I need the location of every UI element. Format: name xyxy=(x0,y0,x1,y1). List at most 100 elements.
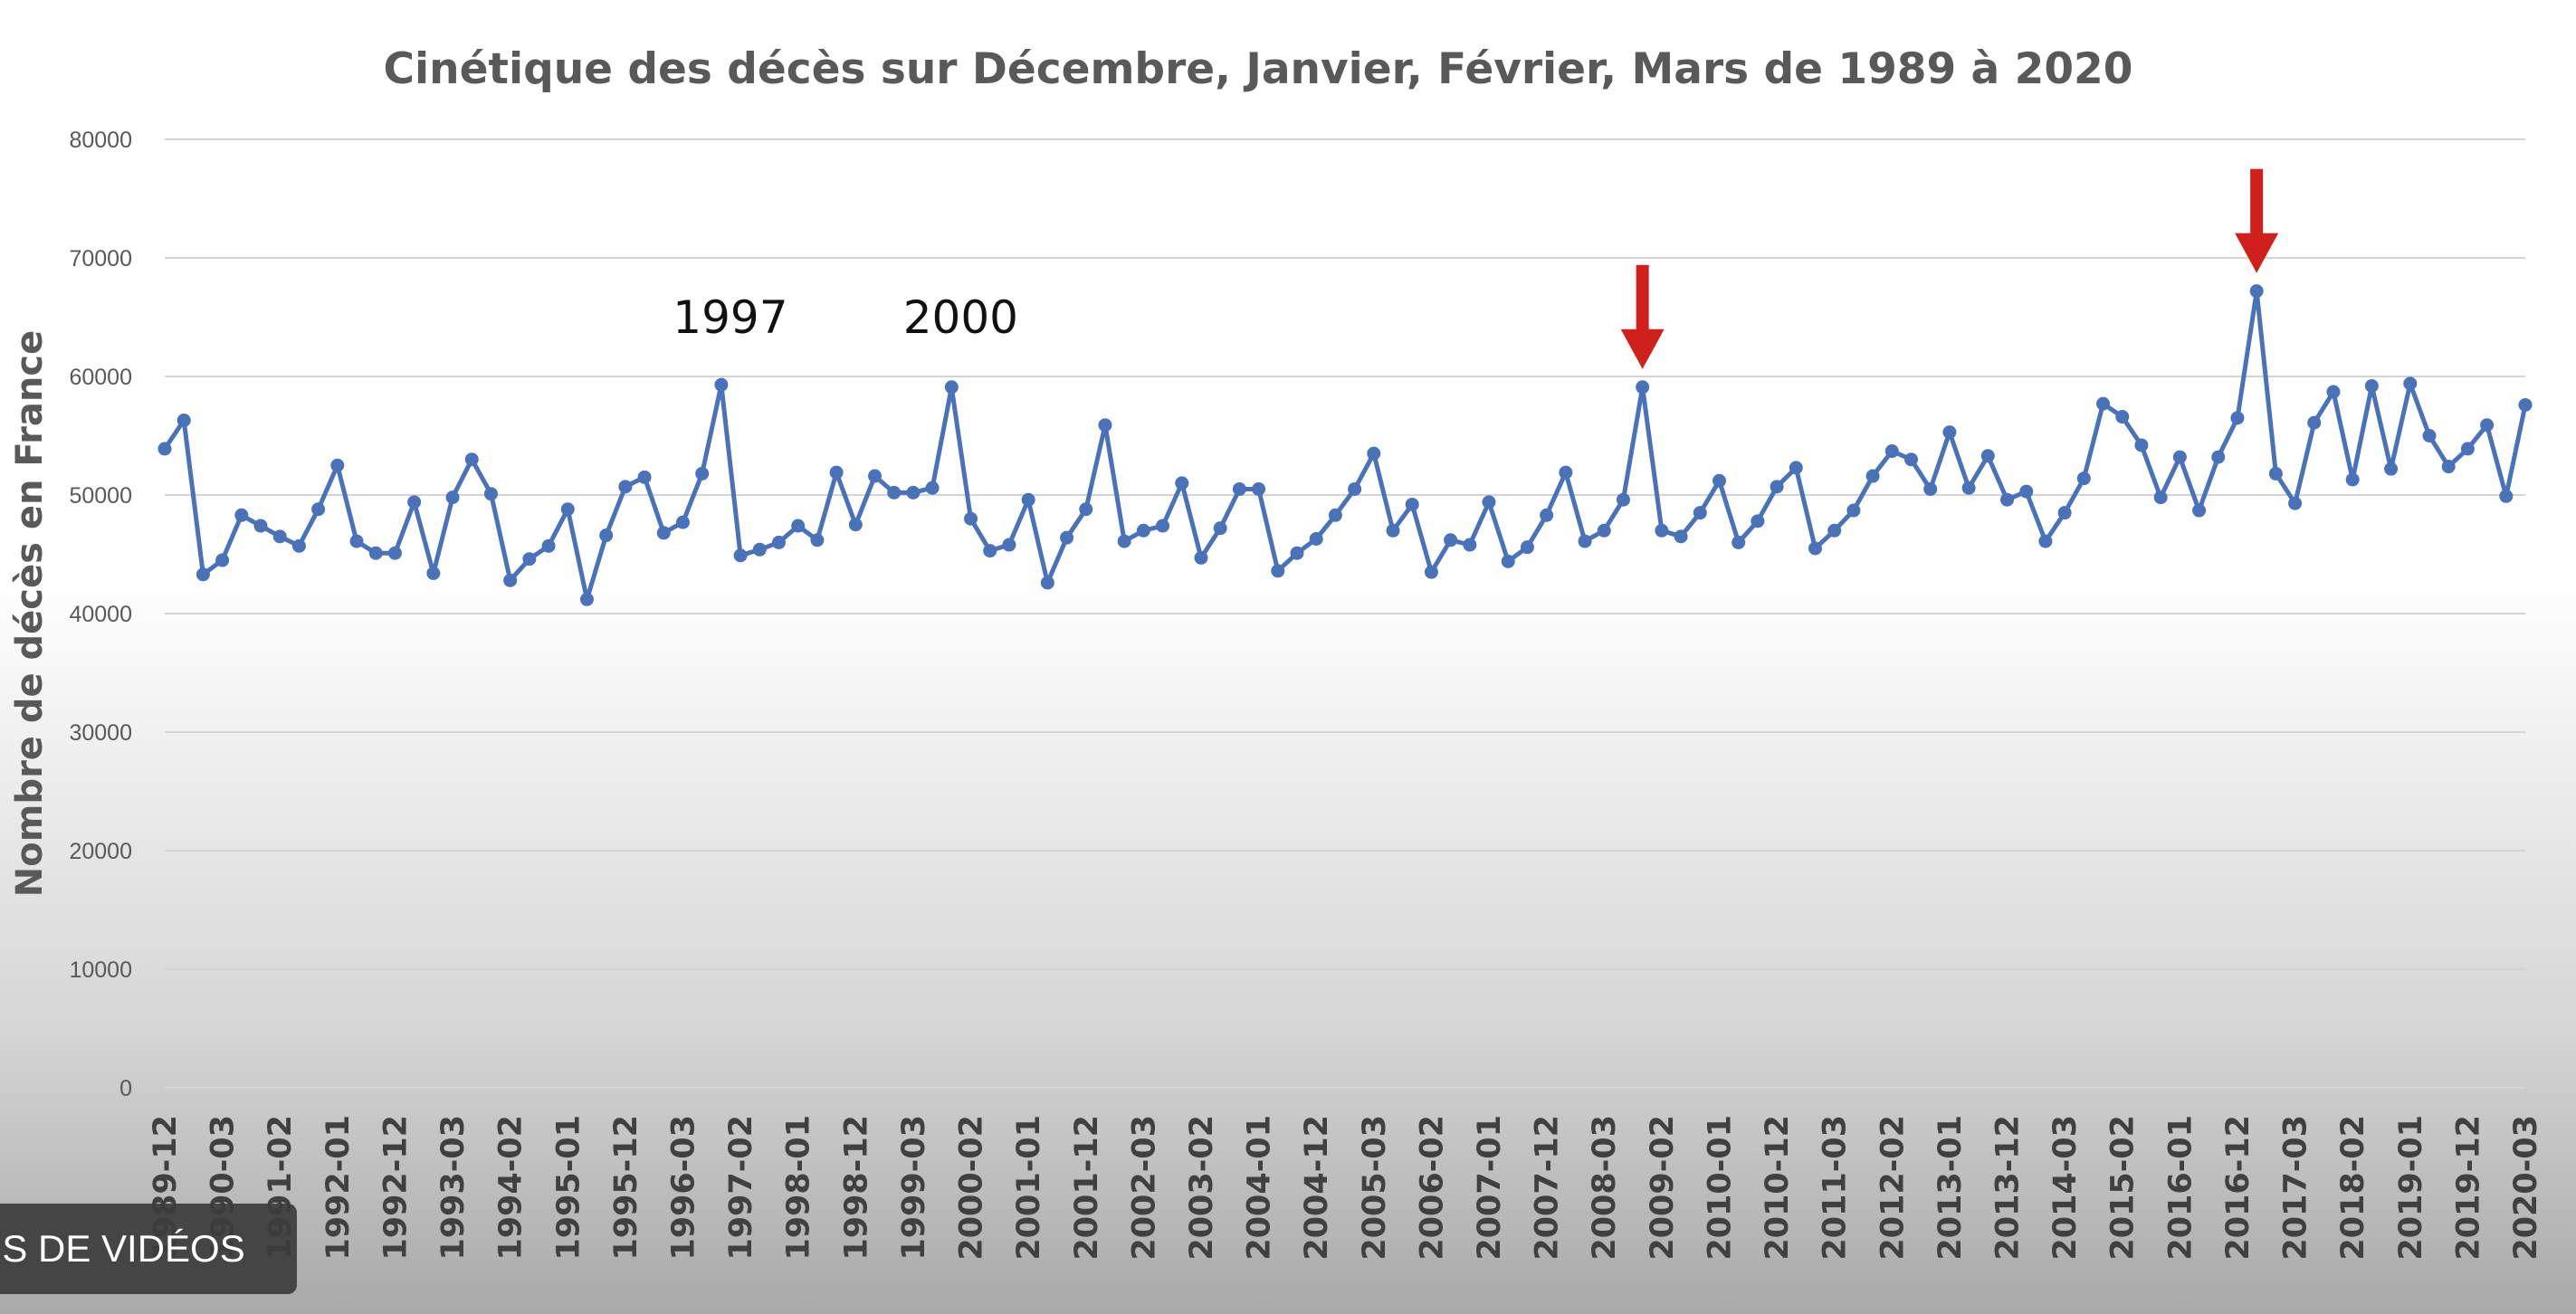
data-point-2018-02 xyxy=(2345,472,2360,487)
arrow-head xyxy=(1620,328,1665,369)
data-point-2012-03 xyxy=(1903,452,1918,467)
data-point-2016-02 xyxy=(2192,503,2207,518)
x-tick-2002-03: 2002-03 xyxy=(1126,1115,1162,1261)
data-point-2016-03 xyxy=(2211,450,2226,464)
series-deces xyxy=(157,284,2533,606)
data-point-2016-12 xyxy=(2230,411,2245,425)
data-point-1997-03 xyxy=(752,542,767,557)
data-point-2013-03 xyxy=(1980,449,1995,463)
x-tick-2018-02: 2018-02 xyxy=(2335,1115,2371,1261)
x-tick-2016-01: 2016-01 xyxy=(2162,1115,2199,1261)
x-tick-1999-03: 1999-03 xyxy=(896,1115,932,1261)
chart-title: Cinétique des décès sur Décembre, Janvie… xyxy=(384,44,2133,94)
data-point-2009-02 xyxy=(1655,523,1669,538)
data-point-1995-12 xyxy=(618,480,633,494)
data-point-2006-12 xyxy=(1463,538,1477,552)
data-point-2001-03 xyxy=(1060,530,1074,545)
y-tick-70000: 70000 xyxy=(69,246,132,271)
data-point-2006-02 xyxy=(1424,565,1438,579)
data-point-2005-12 xyxy=(1386,523,1400,538)
data-point-1992-12 xyxy=(387,546,402,560)
data-point-1989-12 xyxy=(157,442,172,456)
data-point-2004-01 xyxy=(1252,481,1266,496)
data-point-2007-12 xyxy=(1540,508,1554,522)
x-tick-2019-12: 2019-12 xyxy=(2450,1115,2486,1261)
data-point-2019-12 xyxy=(2460,442,2475,456)
data-point-2001-02 xyxy=(1040,576,1054,590)
data-point-1990-03 xyxy=(215,553,230,567)
data-point-1995-03 xyxy=(599,528,614,543)
data-point-2015-12 xyxy=(2153,490,2168,505)
data-point-2002-03 xyxy=(1136,523,1150,538)
data-point-1990-12 xyxy=(234,508,249,522)
data-point-2017-02 xyxy=(2268,466,2283,481)
data-point-2001-01 xyxy=(1021,492,1035,507)
data-point-2013-01 xyxy=(1942,425,1957,440)
series-line xyxy=(162,289,2528,602)
x-tick-1998-01: 1998-01 xyxy=(781,1115,817,1261)
x-tick-2011-03: 2011-03 xyxy=(1818,1115,1854,1261)
y-tick-60000: 60000 xyxy=(69,365,132,390)
data-point-2016-01 xyxy=(2172,450,2187,464)
data-point-2014-03 xyxy=(2057,506,2072,520)
arrow-2017-01 xyxy=(2235,168,2279,273)
x-tick-2007-01: 2007-01 xyxy=(1472,1115,1508,1261)
data-point-1990-01 xyxy=(177,413,191,427)
x-tick-2017-03: 2017-03 xyxy=(2278,1115,2314,1261)
data-point-2005-01 xyxy=(1328,508,1342,522)
data-point-2019-02 xyxy=(2422,429,2437,443)
data-point-2007-01 xyxy=(1482,495,1496,509)
data-point-2002-12 xyxy=(1156,519,1170,533)
data-point-2014-02 xyxy=(2038,534,2053,548)
arrow-2009-01 xyxy=(1620,264,1665,369)
x-tick-2004-12: 2004-12 xyxy=(1299,1115,1335,1261)
data-point-1998-01 xyxy=(791,519,806,533)
x-axis-ticks: 1989-12 1990-03 1991-02 1992-01 1992-12 1993-… xyxy=(148,1115,2544,1261)
data-point-2001-12 xyxy=(1079,502,1093,517)
y-tick-40000: 40000 xyxy=(69,602,132,627)
data-point-2003-03 xyxy=(1213,521,1227,536)
y-axis-ticks: 0 10000 20000 30000 40000 50000 60000 70000 8000… xyxy=(69,128,132,1101)
data-point-2005-02 xyxy=(1348,481,1362,496)
x-tick-1997-02: 1997-02 xyxy=(723,1115,759,1261)
x-tick-2020-03: 2020-03 xyxy=(2508,1115,2544,1261)
data-point-2004-03 xyxy=(1290,546,1304,560)
x-tick-1993-03: 1993-03 xyxy=(435,1115,472,1261)
data-point-2012-12 xyxy=(1923,481,1938,496)
data-point-1994-02 xyxy=(503,573,518,587)
data-point-2015-03 xyxy=(2134,438,2149,452)
data-point-2006-01 xyxy=(1405,497,1419,511)
data-point-2009-01 xyxy=(1636,380,1650,395)
data-point-1997-01 xyxy=(714,377,729,392)
data-point-2019-01 xyxy=(2403,376,2418,391)
data-point-2011-02 xyxy=(1808,541,1822,556)
data-point-2015-02 xyxy=(2115,410,2130,424)
data-point-1991-01 xyxy=(253,519,268,533)
x-tick-2001-12: 2001-12 xyxy=(1069,1115,1105,1261)
data-point-2000-02 xyxy=(964,511,978,526)
y-axis-label: Nombre de décès en France xyxy=(9,330,51,897)
data-point-2013-12 xyxy=(2000,492,2015,507)
data-point-2010-01 xyxy=(1712,473,1726,488)
x-tick-2014-03: 2014-03 xyxy=(2047,1115,2084,1261)
data-point-2003-12 xyxy=(1232,481,1246,496)
data-point-2017-01 xyxy=(2249,284,2264,299)
data-point-1996-02 xyxy=(656,526,671,540)
data-point-2008-12 xyxy=(1616,492,1630,507)
more-videos-button[interactable]: US DE VIDÉOS xyxy=(0,1204,297,1294)
x-tick-1992-12: 1992-12 xyxy=(377,1115,414,1261)
data-point-2002-01 xyxy=(1098,418,1112,433)
data-point-2002-02 xyxy=(1117,534,1131,548)
data-point-1999-01 xyxy=(868,469,883,483)
x-tick-1995-12: 1995-12 xyxy=(608,1115,644,1261)
data-point-1992-03 xyxy=(368,546,383,560)
x-tick-1995-01: 1995-01 xyxy=(550,1115,587,1261)
data-point-2017-12 xyxy=(2307,415,2322,430)
data-point-2013-02 xyxy=(1961,481,1976,495)
data-point-1998-03 xyxy=(829,465,844,480)
data-point-2009-03 xyxy=(1674,529,1688,544)
annotations: 1997 2000 xyxy=(673,168,2279,369)
data-point-2003-02 xyxy=(1194,550,1208,565)
x-tick-1994-02: 1994-02 xyxy=(493,1115,530,1261)
